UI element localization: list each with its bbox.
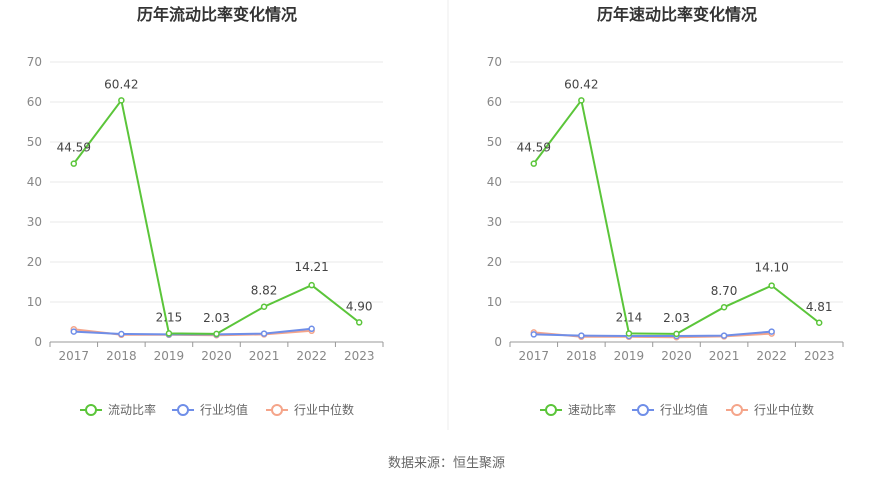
y-tick-label: 20 bbox=[487, 255, 502, 269]
x-tick-label: 2020 bbox=[201, 349, 232, 363]
x-tick-label: 2020 bbox=[661, 349, 692, 363]
x-tick-label: 2019 bbox=[614, 349, 645, 363]
y-tick-label: 0 bbox=[34, 335, 42, 349]
legend-item-2[interactable]: 行业中位数 bbox=[726, 402, 814, 417]
data-point bbox=[355, 319, 363, 326]
data-label: 8.70 bbox=[711, 284, 738, 298]
legend-label: 行业中位数 bbox=[754, 402, 814, 417]
x-tick-label: 2018 bbox=[566, 349, 597, 363]
series-0 bbox=[530, 97, 823, 338]
data-point bbox=[213, 330, 220, 338]
legend-item-1[interactable]: 行业均值 bbox=[172, 402, 248, 417]
data-point bbox=[625, 330, 633, 337]
x-tick-label: 2017 bbox=[59, 349, 90, 363]
y-tick-label: 0 bbox=[494, 335, 502, 349]
y-tick-label: 70 bbox=[487, 55, 502, 69]
data-point bbox=[720, 332, 728, 339]
legend-item-0[interactable]: 速动比率 bbox=[540, 402, 616, 417]
x-tick-label: 2022 bbox=[296, 349, 327, 363]
data-point bbox=[673, 330, 680, 338]
data-label: 4.81 bbox=[806, 300, 833, 314]
legend-item-0[interactable]: 流动比率 bbox=[80, 402, 156, 417]
series-1 bbox=[70, 325, 315, 338]
x-tick-label: 2022 bbox=[756, 349, 787, 363]
data-point bbox=[768, 328, 775, 335]
data-label: 2.03 bbox=[663, 311, 690, 325]
y-tick-label: 60 bbox=[27, 95, 42, 109]
data-point bbox=[308, 325, 315, 333]
y-tick-label: 40 bbox=[487, 175, 502, 189]
data-point bbox=[118, 330, 125, 338]
legend-swatch-marker bbox=[85, 404, 97, 416]
data-point bbox=[768, 282, 775, 289]
legend-item-1[interactable]: 行业均值 bbox=[632, 402, 708, 417]
data-point bbox=[815, 319, 823, 327]
legend-swatch-marker bbox=[545, 404, 557, 416]
x-tick-label: 2021 bbox=[249, 349, 280, 363]
y-tick-label: 70 bbox=[27, 55, 42, 69]
data-point bbox=[578, 332, 585, 339]
x-tick-label: 2023 bbox=[344, 349, 375, 363]
legend-swatch-marker bbox=[637, 404, 649, 416]
x-tick-label: 2017 bbox=[519, 349, 550, 363]
y-tick-label: 30 bbox=[27, 215, 42, 229]
legend-item-2[interactable]: 行业中位数 bbox=[266, 402, 354, 417]
chart-title: 历年速动比率变化情况 bbox=[597, 5, 757, 24]
series-0 bbox=[70, 97, 363, 338]
data-label: 2.15 bbox=[156, 310, 183, 324]
data-label: 60.42 bbox=[564, 77, 598, 91]
data-point bbox=[260, 303, 268, 310]
data-point bbox=[260, 330, 268, 337]
y-tick-label: 30 bbox=[487, 215, 502, 229]
data-label: 44.59 bbox=[517, 141, 551, 155]
data-point bbox=[165, 330, 173, 337]
y-tick-label: 10 bbox=[27, 295, 42, 309]
y-tick-label: 50 bbox=[27, 135, 42, 149]
legend-swatch-marker bbox=[271, 404, 283, 416]
legend-label: 速动比率 bbox=[568, 402, 616, 417]
data-point bbox=[530, 331, 538, 338]
legend-label: 行业中位数 bbox=[294, 402, 354, 417]
data-point bbox=[720, 303, 728, 311]
legend-swatch-marker bbox=[731, 404, 743, 416]
y-tick-label: 60 bbox=[487, 95, 502, 109]
x-tick-label: 2018 bbox=[106, 349, 137, 363]
source-note: 数据来源：恒生聚源 bbox=[387, 456, 505, 471]
data-point bbox=[530, 160, 538, 167]
data-label: 4.90 bbox=[346, 299, 373, 313]
y-tick-label: 50 bbox=[487, 135, 502, 149]
series-line bbox=[532, 97, 820, 335]
data-label: 2.14 bbox=[616, 310, 643, 324]
chart-title: 历年流动比率变化情况 bbox=[137, 5, 297, 24]
legend-label: 流动比率 bbox=[108, 402, 156, 417]
x-tick-label: 2021 bbox=[709, 349, 740, 363]
y-tick-label: 40 bbox=[27, 175, 42, 189]
legend-swatch-marker bbox=[177, 404, 189, 416]
data-label: 8.82 bbox=[251, 284, 278, 298]
data-point bbox=[308, 281, 315, 289]
legend-label: 行业均值 bbox=[660, 402, 708, 417]
chart-panel-1: 历年流动比率变化情况 0 10 20 30 40 50 60 70 2017 2018 2019 202… bbox=[27, 5, 384, 417]
y-tick-label: 10 bbox=[487, 295, 502, 309]
data-point bbox=[118, 97, 125, 104]
data-label: 14.10 bbox=[754, 261, 788, 275]
x-tick-label: 2019 bbox=[154, 349, 185, 363]
data-label: 14.21 bbox=[294, 260, 328, 274]
x-tick-label: 2023 bbox=[804, 349, 835, 363]
series-line bbox=[533, 330, 772, 337]
data-point bbox=[578, 97, 585, 104]
data-point bbox=[70, 160, 78, 167]
data-label: 44.59 bbox=[57, 141, 91, 155]
legend-label: 行业均值 bbox=[200, 402, 248, 417]
data-label: 60.42 bbox=[104, 77, 138, 91]
chart-panel-2: 历年速动比率变化情况 0 10 20 30 40 50 60 70 2017 2018 2019 202… bbox=[487, 5, 844, 417]
series-line bbox=[72, 97, 360, 335]
data-point bbox=[70, 328, 78, 335]
data-label: 2.03 bbox=[203, 311, 230, 325]
y-tick-label: 20 bbox=[27, 255, 42, 269]
